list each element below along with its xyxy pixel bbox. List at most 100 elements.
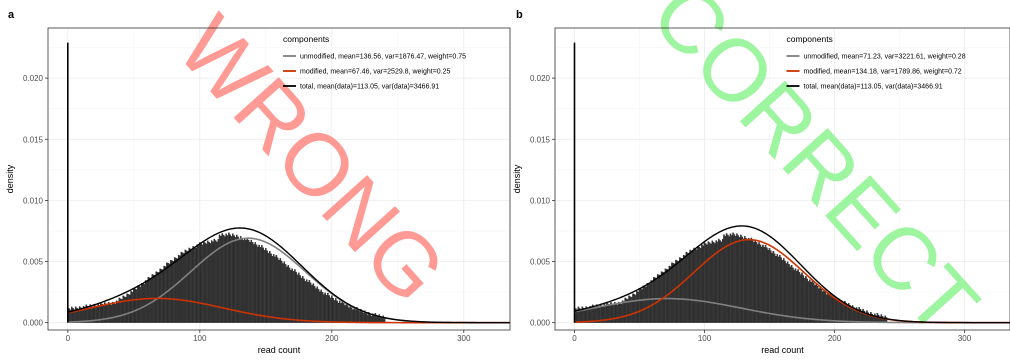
histogram-bar [741, 236, 743, 323]
histogram-bar [742, 238, 745, 323]
histogram-bar [340, 303, 342, 323]
histogram-bar [357, 309, 359, 323]
histogram-bar [308, 280, 311, 323]
histogram-bar [653, 277, 655, 323]
histogram-bar [719, 240, 721, 323]
histogram-bar [716, 241, 719, 323]
histogram-bar [799, 274, 802, 323]
histogram-bar [191, 249, 193, 323]
histogram-bar [366, 314, 369, 323]
histogram-bar [699, 247, 702, 323]
histogram-bar [874, 313, 876, 323]
histogram-bar [199, 242, 201, 323]
histogram-bar [738, 237, 741, 323]
histogram-bar [623, 301, 625, 323]
histogram-bar [247, 239, 250, 323]
histogram-bar [806, 278, 808, 323]
histogram-bar [805, 276, 807, 323]
histogram-bar [173, 257, 176, 323]
histogram-bar [117, 301, 119, 323]
histogram-bar [237, 236, 239, 323]
histogram-bar [690, 250, 693, 323]
density-curves [67, 227, 510, 324]
histogram-bar [801, 272, 803, 323]
histogram-bar [710, 243, 712, 323]
histogram-bar [734, 236, 737, 323]
histogram-bar [321, 292, 324, 323]
histogram-bar [655, 278, 658, 323]
histogram-bar [689, 249, 691, 323]
histogram-bar [634, 294, 637, 323]
y-axis-title: density [5, 164, 15, 193]
histogram-bar [809, 279, 811, 323]
legend-label-modified: modified, mean=67.46, var=2529.8, weight… [300, 69, 451, 76]
histogram-bar [279, 258, 282, 323]
plot-border [554, 27, 1010, 331]
histogram-bar [641, 289, 643, 323]
histogram-bar [369, 314, 371, 323]
histogram-bar [276, 257, 279, 323]
histogram-bar [333, 300, 336, 323]
histogram-bar [651, 280, 654, 323]
histogram-bar [792, 267, 794, 323]
histogram-bar [705, 243, 707, 323]
histogram-bar [127, 294, 130, 323]
histogram-bar [177, 254, 180, 323]
histogram-bar [196, 244, 198, 323]
histogram-bar [341, 300, 344, 323]
histogram-bar [620, 303, 623, 323]
x-tick-label: 200 [325, 334, 339, 343]
histogram-bar [327, 292, 329, 323]
histogram-bar [305, 279, 308, 323]
histogram-bar [288, 267, 291, 323]
histogram-bar [193, 247, 196, 323]
histogram-bar [214, 240, 217, 323]
histogram-bar [627, 299, 629, 323]
histogram-bar [148, 277, 151, 323]
y-tick-label: 0.020 [530, 74, 551, 83]
histogram-bar [831, 295, 833, 323]
histogram-bar [731, 235, 733, 323]
plot-border [47, 27, 511, 331]
histogram-bar [370, 315, 373, 323]
histogram-bar [682, 254, 685, 323]
histogram-bar [679, 257, 681, 323]
histogram-bar [365, 312, 367, 323]
histogram-bar [304, 281, 307, 323]
histogram-bar [298, 272, 300, 323]
histogram-bar [647, 283, 650, 323]
histogram-bar [866, 310, 868, 323]
histogram-bar [789, 266, 792, 323]
histogram-bar [265, 248, 267, 323]
histogram-bar [762, 244, 764, 323]
histogram-bar [616, 304, 619, 323]
histogram-bar [840, 302, 842, 323]
histogram-bar [727, 234, 729, 323]
histogram-bar [323, 294, 325, 323]
histogram-bar [794, 268, 797, 323]
histogram-bar [70, 306, 73, 323]
histogram-bar [241, 238, 243, 323]
histogram-bar [788, 264, 790, 323]
y-tick-label: 0.000 [23, 319, 44, 328]
histogram-bar [139, 286, 142, 323]
y-tick-label: 0.010 [530, 196, 551, 205]
histogram-bar [686, 252, 689, 323]
histogram-bar [784, 260, 786, 323]
histogram-bar [249, 242, 251, 323]
histogram-bar [729, 233, 732, 323]
histogram-bar [797, 269, 799, 323]
histogram-bar [146, 280, 148, 323]
histogram-bar [732, 232, 734, 323]
histogram-bar [245, 239, 247, 323]
legend-title: components [283, 34, 329, 44]
histogram-bar [815, 283, 818, 323]
legend-label-unmodified: unmodified, mean=71.23, var=3221.61, wei… [804, 54, 966, 61]
histogram-bar [825, 294, 828, 323]
histogram-bar [105, 303, 107, 323]
y-tick-label: 0.010 [23, 196, 44, 205]
histogram-bar [693, 247, 695, 323]
histogram-bar [803, 277, 806, 323]
histogram-bar [150, 278, 152, 323]
x-tick-label: 300 [958, 334, 972, 343]
